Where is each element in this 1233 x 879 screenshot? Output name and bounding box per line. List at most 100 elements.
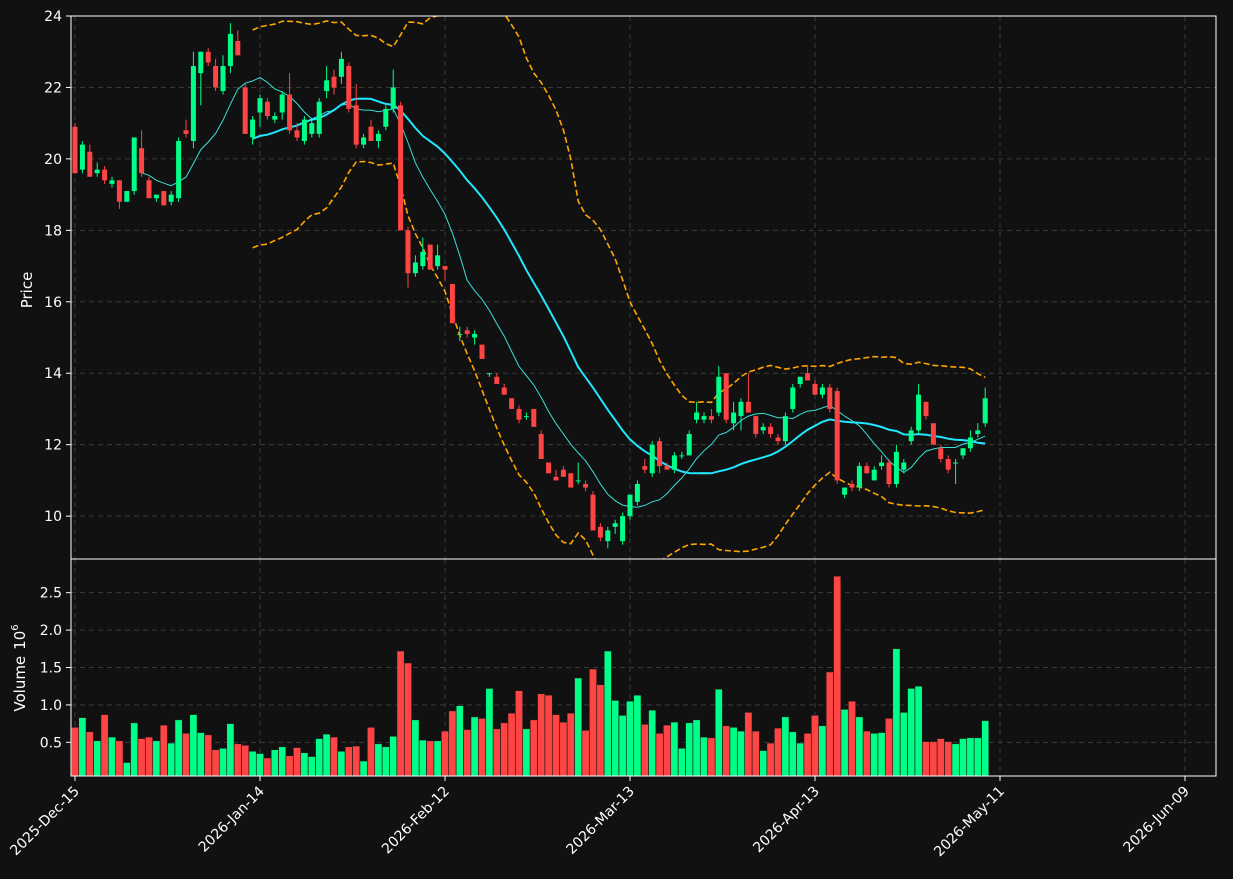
candle-body (464, 330, 470, 334)
candle-body (176, 141, 182, 199)
candle-body (153, 194, 159, 199)
volume-bar (626, 700, 634, 777)
volume-bar (226, 723, 235, 777)
volume-bar (137, 738, 146, 777)
candle-body (731, 412, 737, 424)
volume-bar (640, 724, 649, 777)
volume-bar (737, 730, 745, 777)
volume-bar (507, 712, 516, 777)
candle-body (686, 433, 692, 456)
candle-body (116, 180, 122, 202)
candle-body (797, 376, 803, 384)
volume-bar (278, 746, 287, 777)
candle-body (435, 255, 441, 267)
candle-body (953, 462, 959, 464)
candle-body (220, 66, 226, 92)
candle-body (893, 451, 899, 484)
candle-body (879, 462, 885, 467)
volume-bar (330, 736, 338, 777)
candle-body (523, 416, 529, 418)
candle-body (923, 401, 929, 417)
volume-bar (929, 741, 938, 777)
candle-body (168, 194, 174, 202)
volume-bar (788, 731, 797, 777)
volume-bar (270, 749, 279, 777)
volume-axis-label-space: 10 (11, 631, 29, 650)
volume-bar (825, 671, 834, 777)
candle-body (738, 401, 744, 417)
candle-body (353, 105, 359, 145)
candle-body (975, 430, 981, 434)
price-axis-label: Price (18, 272, 36, 309)
volume-tick-label: 0.5 (40, 735, 62, 751)
volume-bar (359, 760, 368, 777)
volume-bar (855, 716, 864, 777)
candle-body (575, 480, 581, 482)
volume-axis-label-group: Volume 106 (10, 624, 29, 711)
volume-bar (500, 722, 509, 777)
volume-bar (537, 693, 546, 777)
volume-bar (766, 742, 775, 777)
volume-bar (93, 740, 102, 777)
candle-body (124, 191, 130, 202)
volume-bar (574, 677, 583, 777)
volume-bar (78, 717, 87, 777)
price-tick-label: 12 (44, 438, 62, 454)
slow-moving-average-line (252, 97, 986, 475)
volume-bar (966, 737, 975, 777)
volume-bar (803, 733, 812, 777)
volume-bar (774, 727, 782, 777)
price-tick-label: 18 (44, 223, 62, 239)
volume-bar (936, 738, 945, 777)
volume-bar (596, 684, 605, 777)
volume-bar (973, 737, 982, 777)
candle-body (279, 94, 285, 113)
candle-body (287, 94, 293, 131)
candle-body (398, 105, 404, 231)
candle-body (627, 494, 633, 517)
volume-exponent: 6 (10, 624, 21, 630)
volume-bar (529, 719, 538, 777)
volume-bar (315, 738, 324, 777)
volume-bar (515, 690, 523, 777)
volume-bar (944, 741, 953, 777)
candle-body (227, 33, 233, 67)
volume-bar (159, 724, 168, 777)
volume-bar (589, 668, 597, 777)
volume-bar (248, 751, 257, 777)
candle-body (131, 137, 137, 192)
candle-body (457, 333, 463, 335)
candle-body (494, 376, 500, 384)
price-tick-label: 20 (44, 152, 62, 168)
volume-bar (848, 700, 856, 777)
volume-bar (922, 741, 930, 777)
candle-body (849, 483, 855, 488)
volume-bar (441, 730, 449, 777)
volume-bar (566, 712, 575, 777)
volume-bar (677, 748, 686, 777)
candle-body (94, 169, 100, 174)
candle-body (161, 191, 167, 206)
candle-body (612, 523, 618, 527)
volume-bar (885, 718, 893, 777)
candle-body (405, 230, 411, 274)
candle-body (361, 137, 367, 145)
candle-body (967, 437, 973, 449)
volume-bar (285, 755, 294, 777)
volume-bar (426, 740, 435, 777)
volume-bar (722, 725, 731, 777)
candle-body (324, 80, 330, 92)
candle-body (901, 462, 907, 470)
volume-bar (396, 650, 405, 777)
price-tick-label: 22 (44, 80, 62, 96)
volume-bar (233, 743, 242, 777)
candle-body (390, 87, 396, 109)
candle-body (775, 437, 781, 442)
candle-body (886, 462, 892, 484)
volume-bar (959, 738, 967, 777)
volume-bar (71, 727, 79, 777)
volume-bar (744, 712, 753, 777)
candle-body (805, 373, 811, 381)
candle-body (716, 376, 722, 413)
volume-bar (470, 716, 479, 777)
